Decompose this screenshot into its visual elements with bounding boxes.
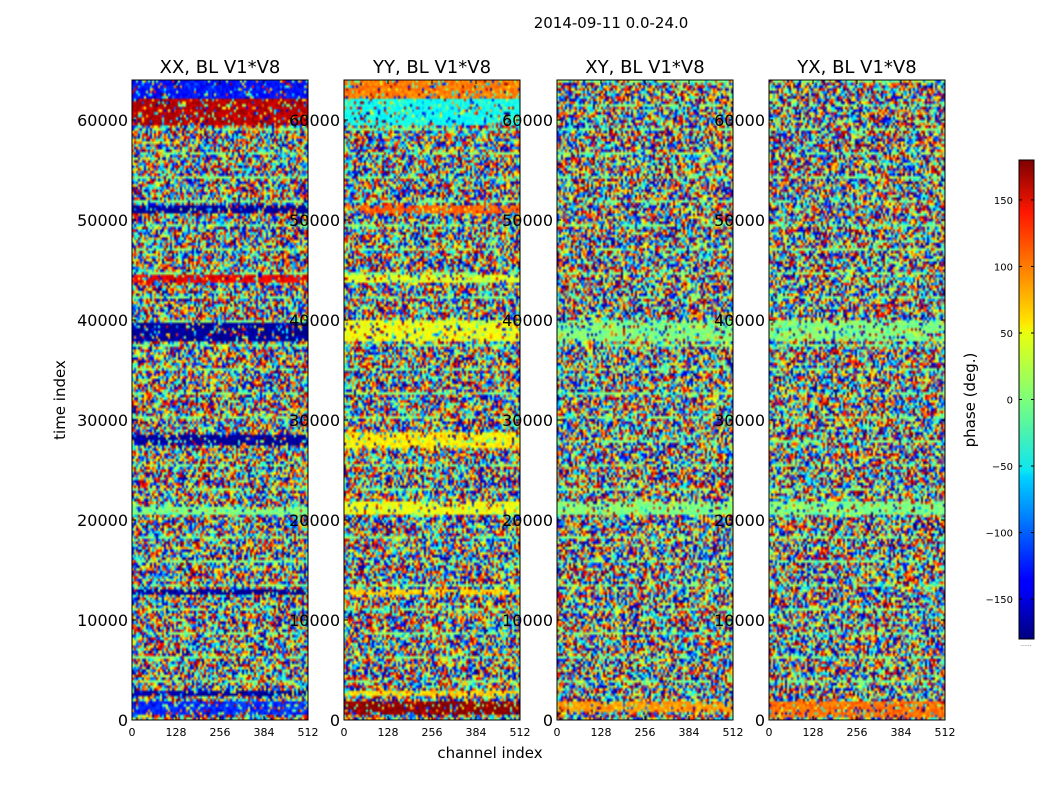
y-tick-label: 40000 [77, 311, 128, 330]
colorbar-tick-label: 150 [994, 196, 1013, 207]
y-tick-label: 0 [543, 711, 553, 730]
x-tick-label: 256 [210, 726, 231, 739]
y-tick-label: 40000 [502, 311, 553, 330]
y-tick-label: 30000 [714, 411, 765, 430]
x-tick-label: 384 [466, 726, 487, 739]
colorbar-dots: ······ [1020, 643, 1032, 650]
x-tick-label: 0 [129, 726, 136, 739]
colorbar: 150 100 50 0 −50 −100 −150 phase (deg.) ······ [961, 159, 1035, 650]
y-tick-label: 30000 [502, 411, 553, 430]
phase-map-xx [132, 80, 308, 720]
y-tick-label: 60000 [77, 111, 128, 130]
y-tick-label: 20000 [714, 511, 765, 530]
x-tick-label: 512 [723, 726, 744, 739]
x-tick-label: 256 [635, 726, 656, 739]
panel-xy: XY, BL V1*V8 [556, 57, 734, 721]
y-tick-label: 20000 [77, 511, 128, 530]
phase-map-image [557, 80, 733, 720]
axis-ticks: 0 128 256 384 512 0 10000 20000 30000 40000 50000 6… [77, 80, 956, 739]
x-axis-label: channel index [437, 744, 542, 762]
phase-map-image [769, 80, 945, 720]
y-tick-label: 10000 [289, 611, 340, 630]
y-tick-label: 40000 [289, 311, 340, 330]
colorbar-tick-label: −150 [986, 595, 1013, 606]
figure-title: 2014-09-11 0.0-24.0 [534, 14, 689, 32]
colorbar-tick-label: 0 [1007, 396, 1013, 407]
x-tick-label: 0 [341, 726, 348, 739]
panel-title-xx: XX, BL V1*V8 [160, 57, 281, 78]
panel-xx: XX, BL V1*V8 [131, 57, 309, 721]
x-tick-label: 256 [847, 726, 868, 739]
y-tick-label: 0 [755, 711, 765, 730]
x-tick-label: 0 [766, 726, 773, 739]
panel-title-xy: XY, BL V1*V8 [585, 57, 704, 78]
y-tick-label: 20000 [289, 511, 340, 530]
y-tick-label: 10000 [77, 611, 128, 630]
y-tick-label: 50000 [714, 211, 765, 230]
y-tick-label: 20000 [502, 511, 553, 530]
x-tick-label: 384 [891, 726, 912, 739]
panel-title-yy: YY, BL V1*V8 [372, 57, 491, 78]
x-tick-label: 128 [166, 726, 187, 739]
x-tick-label: 128 [803, 726, 824, 739]
y-tick-label: 30000 [289, 411, 340, 430]
y-tick-label: 60000 [714, 111, 765, 130]
y-tick-label: 10000 [502, 611, 553, 630]
y-tick-label: 10000 [714, 611, 765, 630]
x-tick-label: 256 [422, 726, 443, 739]
y-tick-label: 60000 [502, 111, 553, 130]
x-tick-label: 128 [378, 726, 399, 739]
panel-title-yx: YX, BL V1*V8 [796, 57, 916, 78]
y-tick-label: 40000 [714, 311, 765, 330]
phase-map-yy [344, 80, 520, 720]
x-tick-label: 512 [510, 726, 531, 739]
colorbar-tick-label: 100 [994, 262, 1013, 273]
y-axis-label: time index [51, 360, 69, 440]
y-tick-label: 0 [330, 711, 340, 730]
panel-yx: YX, BL V1*V8 [768, 57, 946, 721]
colorbar-tick-label: −100 [986, 529, 1013, 540]
phase-map-image [132, 80, 308, 720]
x-tick-label: 384 [254, 726, 275, 739]
y-tick-label: 30000 [77, 411, 128, 430]
phase-map-yx [769, 80, 945, 720]
x-tick-label: 128 [591, 726, 612, 739]
colorbar-ticks: 150 100 50 0 −50 −100 −150 [986, 196, 1034, 606]
x-tick-label: 512 [298, 726, 319, 739]
y-tick-label: 50000 [77, 211, 128, 230]
colorbar-tick-label: −50 [992, 462, 1013, 473]
y-tick-label: 50000 [502, 211, 553, 230]
colorbar-label: phase (deg.) [961, 353, 979, 448]
panel-yy: YY, BL V1*V8 [343, 57, 521, 721]
y-tick-label: 60000 [289, 111, 340, 130]
colorbar-tick-label: 50 [1000, 329, 1013, 340]
phase-map-image [344, 80, 520, 720]
x-tick-label: 384 [679, 726, 700, 739]
x-tick-label: 512 [935, 726, 956, 739]
y-tick-label: 50000 [289, 211, 340, 230]
phase-map-xy [557, 80, 733, 720]
x-tick-label: 0 [554, 726, 561, 739]
y-tick-label: 0 [118, 711, 128, 730]
